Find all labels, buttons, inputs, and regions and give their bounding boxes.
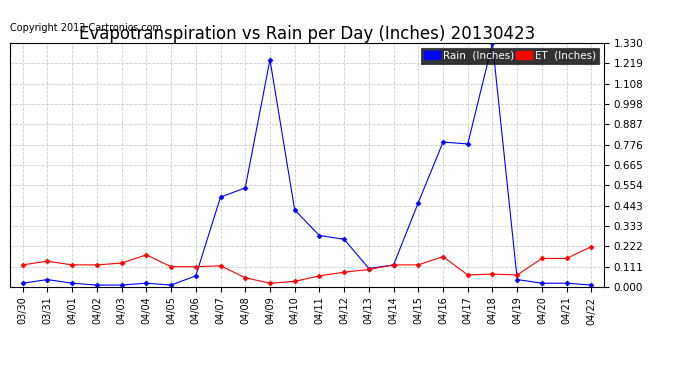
- Title: Evapotranspiration vs Rain per Day (Inches) 20130423: Evapotranspiration vs Rain per Day (Inch…: [79, 25, 535, 43]
- Legend: Rain  (Inches), ET  (Inches): Rain (Inches), ET (Inches): [422, 48, 598, 63]
- Text: Copyright 2013 Cartronics.com: Copyright 2013 Cartronics.com: [10, 23, 162, 33]
